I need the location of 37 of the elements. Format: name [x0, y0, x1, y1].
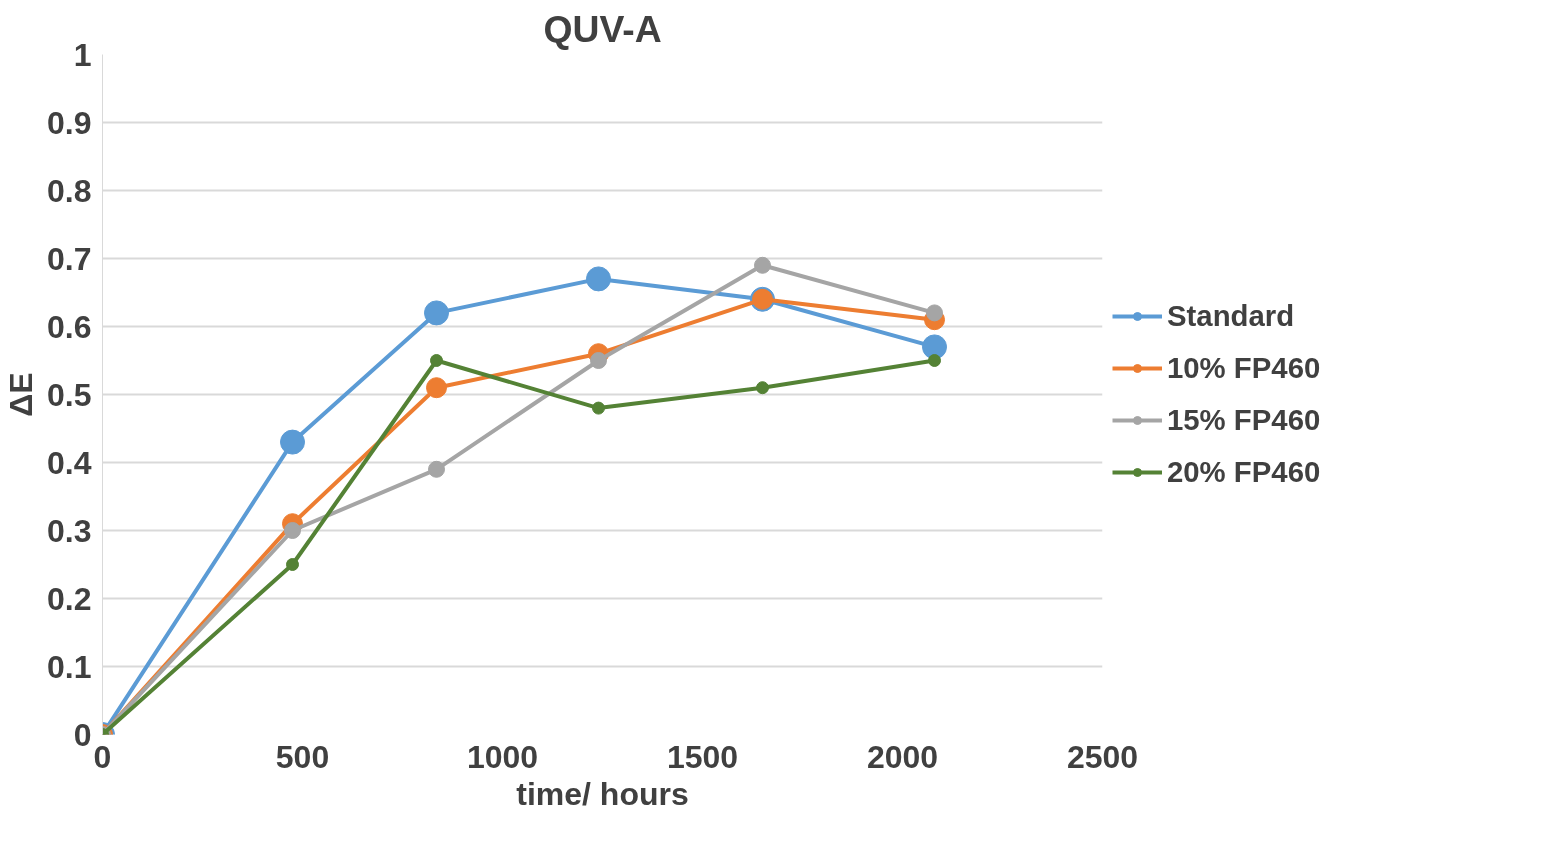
point — [590, 352, 607, 369]
point — [586, 266, 611, 292]
point — [286, 558, 299, 571]
point — [426, 377, 447, 399]
y-tick-label: 0.8 — [47, 172, 92, 209]
x-axis-title: time/ hours — [516, 775, 689, 812]
chart-title: QUV-A — [543, 7, 662, 50]
x-tick-label: 2000 — [866, 738, 939, 775]
legend-label: 15% FP460 — [1167, 403, 1321, 437]
point — [430, 354, 443, 367]
x-tick-label: 1000 — [466, 738, 539, 775]
point — [280, 429, 305, 455]
legend-label: 10% FP460 — [1167, 351, 1321, 385]
x-tick-label: 500 — [275, 738, 330, 775]
point — [926, 304, 943, 322]
y-tick-label: 0.7 — [47, 240, 92, 277]
point — [754, 256, 771, 274]
point — [428, 460, 445, 478]
y-axis-title: ΔE — [3, 372, 40, 417]
y-tick-label: 0.1 — [47, 648, 92, 685]
y-tick-label: 0.2 — [47, 580, 92, 617]
y-tick-label: 0.4 — [47, 444, 92, 481]
point — [592, 401, 605, 415]
legend-label: 20% FP460 — [1167, 455, 1321, 489]
y-tick-label: 1 — [73, 36, 92, 73]
point — [756, 381, 769, 395]
y-tick-label: 0.5 — [47, 376, 92, 413]
point — [922, 334, 947, 360]
y-tick-label: 0.6 — [47, 308, 92, 345]
y-tick-label: 0.9 — [47, 104, 92, 141]
point — [928, 354, 941, 367]
point — [284, 522, 301, 539]
legend-label: Standard — [1167, 299, 1295, 333]
y-tick-label: 0.3 — [47, 512, 92, 549]
x-tick-label: 2500 — [1066, 738, 1139, 775]
x-tick-label: 1500 — [666, 738, 739, 775]
point — [424, 300, 449, 326]
